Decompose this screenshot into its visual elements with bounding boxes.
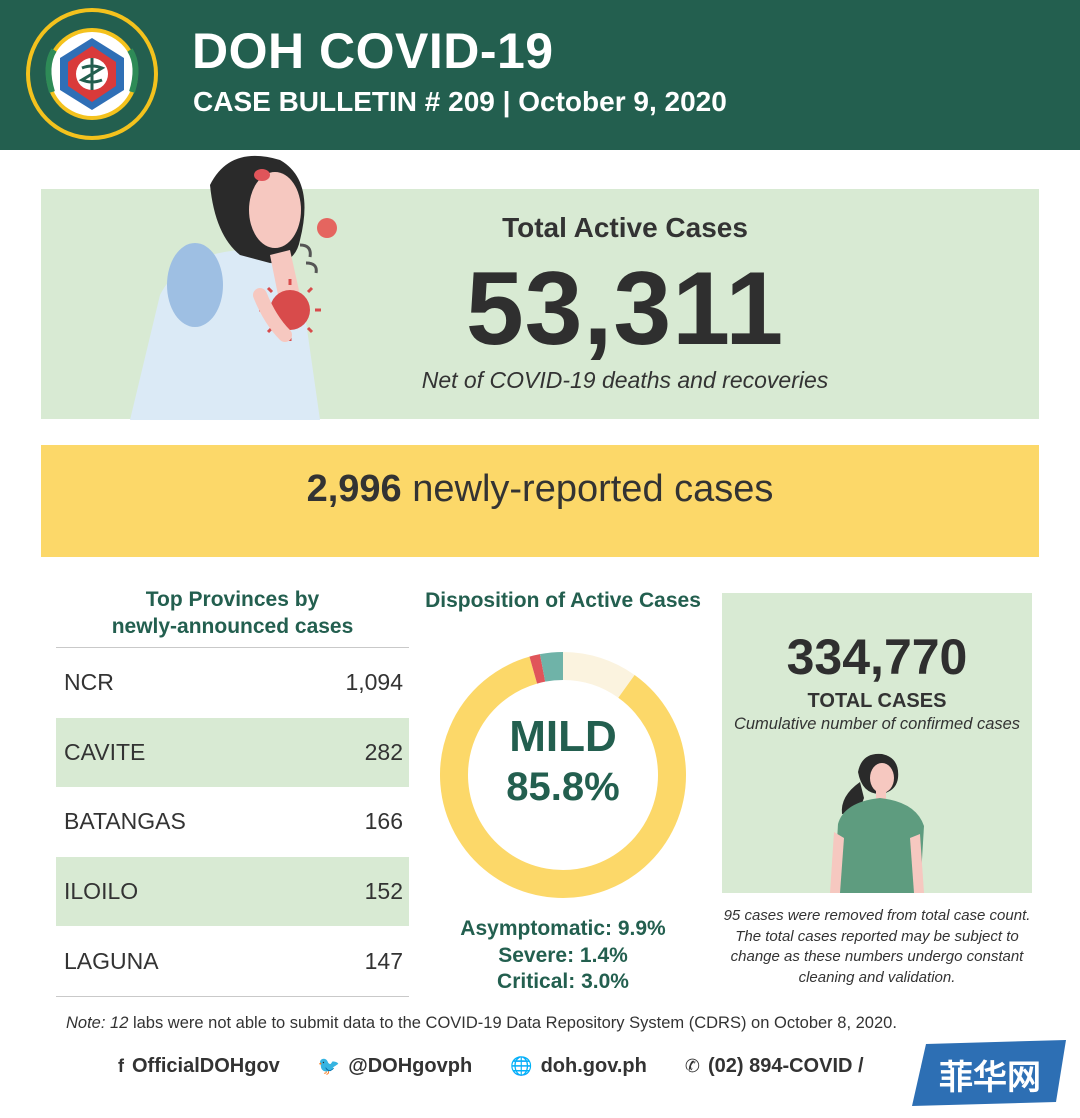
- header-banner: DOH COVID-19 CASE BULLETIN # 209 | Octob…: [0, 0, 1080, 150]
- top-provinces-title: Top Provinces by newly-announced cases: [56, 586, 409, 640]
- province-name: ILOILO: [64, 878, 139, 905]
- donut-center-value: 85.8%: [506, 765, 620, 809]
- phone-icon: ✆: [684, 1055, 700, 1076]
- active-cases-value: 53,311: [465, 251, 785, 367]
- twitter-link[interactable]: 🐦 @DOHgovph: [318, 1055, 472, 1078]
- globe-icon: 🌐: [510, 1055, 533, 1076]
- asymptomatic-line: Asymptomatic: 9.9%: [460, 917, 666, 940]
- watermark-text: 菲华网: [939, 1058, 1041, 1098]
- total-cases-note: Cumulative number of confirmed cases: [733, 715, 1021, 733]
- disposition-donut-chart: [440, 652, 686, 898]
- top-provinces-title-line2: newly-announced cases: [111, 615, 354, 638]
- footnote-text: labs were not able to submit data to the…: [128, 1014, 897, 1032]
- total-cases-value: 334,770: [786, 629, 968, 685]
- province-value: 152: [364, 878, 403, 905]
- new-cases-banner: 2,996 newly-reported cases: [41, 445, 1039, 557]
- table-row: LAGUNA 147: [56, 926, 409, 996]
- social-links-bar: f OfficialDOHgov 🐦 @DOHgovph 🌐 doh.gov.p…: [48, 1043, 1038, 1089]
- donut-segment-asymptomatic: [562, 652, 635, 699]
- twitter-icon: 🐦: [317, 1055, 341, 1076]
- facebook-label: OfficialDOHgov: [132, 1054, 280, 1077]
- donut-center-label: MILD: [509, 712, 617, 761]
- watermark-badge: [909, 1040, 1066, 1106]
- new-cases-value: 2,996: [306, 468, 402, 510]
- disposition-title: Disposition of Active Cases: [425, 589, 701, 612]
- bulletin-title: DOH COVID-19: [192, 23, 554, 79]
- website-link[interactable]: 🌐 doh.gov.ph: [510, 1055, 647, 1078]
- province-name: BATANGAS: [64, 808, 186, 835]
- hotline-label: (02) 894-COVID /: [707, 1054, 864, 1077]
- severe-line: Severe: 1.4%: [498, 943, 628, 967]
- total-cases-label: TOTAL CASES: [807, 690, 947, 712]
- doh-seal-logo: [26, 8, 158, 140]
- province-value: 166: [364, 808, 403, 835]
- hotline-link[interactable]: ✆ (02) 894-COVID /: [685, 1055, 864, 1078]
- province-value: 1,094: [345, 669, 403, 696]
- province-value: 147: [364, 947, 403, 974]
- removed-cases-note: 95 cases were removed from total case co…: [723, 907, 1031, 986]
- bulletin-subtitle: CASE BULLETIN # 209 | October 9, 2020: [193, 86, 727, 117]
- critical-line: Critical: 3.0%: [497, 970, 629, 993]
- facebook-icon: f: [118, 1055, 124, 1076]
- website-label: doh.gov.ph: [540, 1054, 647, 1077]
- table-row: NCR 1,094: [56, 648, 409, 718]
- province-name: NCR: [64, 669, 114, 696]
- donut-segment-critical: [539, 652, 564, 682]
- table-row: CAVITE 282: [56, 717, 409, 788]
- standing-woman-illustration: [830, 753, 924, 893]
- disposition-breakdown: Asymptomatic: 9.9% Severe: 1.4% Critical…: [440, 916, 686, 996]
- top-provinces-table: NCR 1,094 CAVITE 282 BATANGAS 166 ILOILO…: [56, 647, 409, 997]
- province-name: CAVITE: [64, 738, 146, 765]
- active-cases-note: Net of COVID-19 deaths and recoveries: [421, 367, 829, 393]
- top-provinces-title-line1: Top Provinces by: [145, 588, 320, 611]
- facebook-link[interactable]: f OfficialDOHgov: [118, 1055, 280, 1078]
- twitter-label: @DOHgovph: [348, 1054, 473, 1077]
- table-row: ILOILO 152: [56, 856, 409, 927]
- province-value: 282: [364, 738, 403, 765]
- footnote-prefix: Note: 12: [66, 1014, 129, 1032]
- donut-segment-severe: [529, 654, 546, 684]
- coughing-woman-illustration: [130, 155, 337, 420]
- donut-segment-mild: [440, 656, 686, 898]
- active-cases-label: Total Active Cases: [502, 212, 748, 243]
- new-cases-label: newly-reported cases: [412, 468, 774, 510]
- province-name: LAGUNA: [64, 947, 159, 974]
- labs-footnote: Note: 12 labs were not able to submit da…: [66, 1014, 897, 1033]
- table-row: BATANGAS 166: [56, 787, 409, 857]
